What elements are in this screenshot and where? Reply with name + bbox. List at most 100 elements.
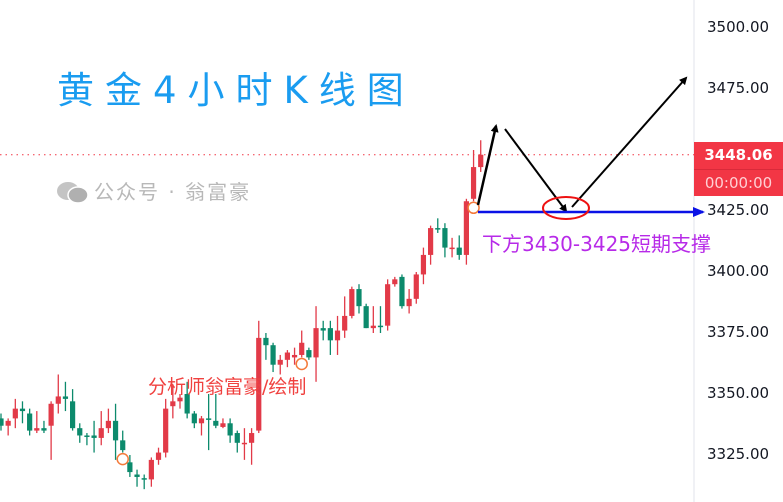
candle: [413, 272, 419, 304]
candle: [170, 384, 176, 419]
candle: [213, 394, 219, 429]
candle-body: [177, 397, 183, 402]
candle-body: [249, 433, 255, 443]
candle-body: [420, 254, 427, 275]
candle: [191, 411, 197, 429]
candle: [470, 150, 477, 202]
candle-body: [385, 284, 391, 326]
candle: [141, 474, 147, 490]
candle: [0, 413, 4, 431]
candle: [284, 350, 290, 368]
y-tick-label: 3425.00: [707, 201, 770, 219]
candles: [0, 140, 484, 490]
candle: [27, 408, 33, 436]
candle-body: [456, 247, 462, 255]
candle: [177, 394, 183, 409]
candle: [299, 330, 305, 358]
candle: [342, 296, 348, 338]
candle-body: [148, 459, 154, 480]
candle-body: [428, 228, 434, 255]
candle-body: [227, 423, 233, 436]
bar-countdown: 00:00:00: [704, 174, 773, 192]
candle-body: [141, 478, 147, 480]
candle-body: [363, 306, 369, 329]
candle: [435, 218, 441, 233]
candle-body: [91, 435, 97, 438]
candle-body: [277, 359, 283, 365]
candle-body: [392, 279, 398, 285]
y-tick-label: 3475.00: [707, 79, 770, 97]
wechat-icon: [57, 182, 89, 203]
candle: [334, 315, 341, 355]
candle: [234, 430, 240, 453]
candle-body: [112, 420, 119, 441]
candle: [377, 306, 384, 333]
candle: [313, 306, 319, 382]
y-tick-label: 3325.00: [707, 445, 770, 463]
candle: [98, 411, 104, 446]
up-arrow-1: [476, 124, 499, 206]
candle: [277, 354, 283, 375]
candle: [70, 389, 76, 431]
candle: [478, 140, 484, 172]
candle-body: [241, 442, 248, 445]
current-price-label: 3448.06 00:00:00: [694, 142, 783, 196]
candle: [77, 423, 83, 443]
candle: [48, 401, 54, 460]
candle-body: [320, 328, 326, 331]
drawings: [476, 76, 705, 220]
candle-body: [220, 423, 226, 427]
candle: [442, 223, 448, 258]
candle-body: [55, 396, 61, 404]
candle-body: [406, 298, 412, 307]
candle-body: [299, 342, 305, 355]
candle: [449, 237, 455, 258]
candle: [148, 457, 154, 487]
candle: [41, 420, 47, 434]
candle-body: [377, 325, 384, 328]
candle: [12, 398, 18, 429]
candle: [306, 347, 312, 360]
candle: [270, 342, 276, 373]
candle: [420, 247, 427, 285]
candle-body: [342, 315, 348, 331]
chart-title: 黄金4小时K线图: [57, 69, 415, 112]
candle-body: [191, 413, 197, 424]
candle-body: [213, 420, 219, 426]
candle-body: [284, 352, 290, 360]
current-price: 3448.06: [694, 142, 783, 170]
candle-body: [170, 401, 176, 407]
candle-body: [449, 247, 455, 250]
candle: [399, 274, 405, 309]
signal-marker: [467, 201, 480, 215]
support-annotation: 下方3430-3425短期支撑: [482, 232, 712, 256]
candle: [155, 447, 162, 465]
candle-body: [198, 418, 205, 424]
candle-body: [206, 418, 212, 420]
candle: [356, 284, 362, 314]
signal-marker: [116, 452, 129, 466]
author-annotation: 分析师翁富豪/绘制: [148, 376, 307, 398]
candle-body: [334, 330, 341, 341]
candle-body: [12, 408, 18, 419]
candle: [5, 418, 11, 436]
candle-body: [463, 201, 469, 255]
candle: [256, 320, 262, 434]
candle: [163, 398, 169, 458]
y-tick-label: 3400.00: [707, 262, 770, 280]
candle: [220, 418, 226, 429]
candle-body: [349, 289, 355, 316]
candle-body: [163, 408, 169, 453]
watermark: 公众号 · 翁富豪: [56, 176, 251, 205]
signal-marker: [295, 357, 308, 371]
candle-body: [184, 394, 190, 414]
candle-body: [41, 428, 47, 431]
candle-body: [120, 440, 126, 451]
candle-body: [399, 276, 405, 307]
candle-body: [98, 428, 104, 438]
candle: [134, 469, 140, 487]
candle-body: [0, 418, 4, 426]
markers: [116, 201, 480, 466]
candle-body: [84, 435, 90, 437]
